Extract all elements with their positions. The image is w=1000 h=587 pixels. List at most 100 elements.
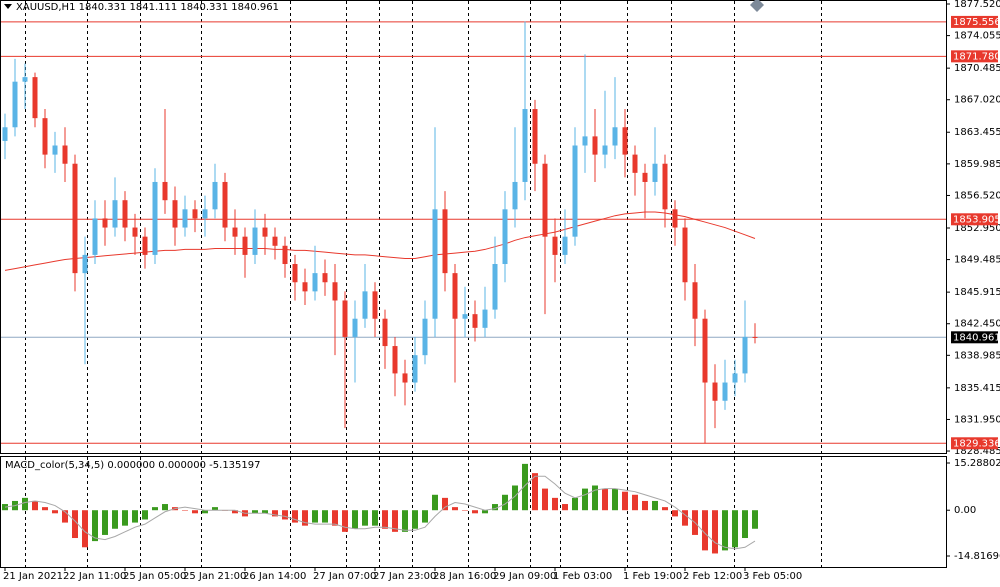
candle-body bbox=[262, 227, 268, 237]
macd-title: MACD_color(5,34,5) 0.000000 0.000000 -5.… bbox=[5, 460, 261, 471]
candle-body bbox=[112, 200, 118, 228]
y-tick-label: 1852.950 bbox=[954, 223, 1000, 234]
x-tick-label: 27 Jan 07:00 bbox=[313, 571, 376, 582]
y-tick-label: 1838.985 bbox=[954, 350, 1000, 361]
macd-bar bbox=[652, 500, 658, 511]
candle-body bbox=[282, 245, 288, 265]
macd-bar bbox=[392, 510, 398, 532]
symbol-menu-icon[interactable] bbox=[4, 4, 12, 9]
macd-bar bbox=[182, 510, 188, 511]
candle-body bbox=[362, 291, 368, 319]
candle-body bbox=[502, 209, 508, 265]
candle-body bbox=[132, 227, 138, 237]
candle-body bbox=[192, 209, 198, 219]
candle-body bbox=[562, 236, 568, 255]
candle-body bbox=[292, 264, 298, 283]
candle-body bbox=[462, 314, 468, 319]
candle-body bbox=[222, 181, 228, 228]
macd-bar bbox=[442, 497, 448, 511]
macd-bar bbox=[22, 497, 28, 511]
macd-bar bbox=[612, 488, 618, 511]
y-tick-label: 1863.455 bbox=[954, 127, 1000, 138]
macd-bar bbox=[422, 510, 428, 523]
macd-bar bbox=[502, 494, 508, 511]
candle-body bbox=[422, 318, 428, 356]
last-price-label: 1840.961 bbox=[953, 332, 1000, 343]
macd-bar bbox=[662, 507, 668, 511]
y-tick-label: -14.816969 bbox=[954, 551, 1000, 562]
candle-body bbox=[342, 300, 348, 337]
x-tick-label: 1 Feb 03:00 bbox=[553, 571, 612, 582]
candle-body bbox=[442, 209, 448, 274]
candle-body bbox=[302, 282, 308, 292]
macd-bar bbox=[2, 504, 8, 511]
candle-body bbox=[2, 127, 8, 141]
candle-body bbox=[472, 314, 478, 328]
y-tick-label: 1828.485 bbox=[954, 446, 1000, 457]
level-label: 1829.336 bbox=[953, 438, 1000, 449]
y-tick-label: 1831.950 bbox=[954, 414, 1000, 425]
candle-body bbox=[62, 145, 68, 164]
candle-body bbox=[452, 273, 458, 319]
macd-bar bbox=[302, 510, 308, 526]
y-tick-label: 1835.415 bbox=[954, 383, 1000, 394]
macd-bar bbox=[142, 510, 148, 520]
macd-bar bbox=[572, 497, 578, 511]
candle-body bbox=[312, 273, 318, 292]
candle-body bbox=[662, 163, 668, 210]
macd-bar bbox=[52, 510, 58, 514]
last-price-box bbox=[951, 331, 998, 344]
macd-bar bbox=[122, 510, 128, 526]
candle-body bbox=[102, 218, 108, 228]
macd-bar bbox=[602, 488, 608, 511]
level-label-box bbox=[951, 437, 998, 450]
y-tick-label: 1867.020 bbox=[954, 95, 1000, 106]
candle-body bbox=[402, 373, 408, 383]
level-label: 1853.905 bbox=[953, 214, 1000, 225]
y-tick-label: 1856.520 bbox=[954, 190, 1000, 201]
candle-body bbox=[232, 227, 238, 237]
candle-body bbox=[672, 209, 678, 228]
candle-body bbox=[482, 309, 488, 328]
x-tick-label: 21 Jan 2021 bbox=[3, 571, 63, 582]
y-tick-label: 1874.055 bbox=[954, 31, 1000, 42]
macd-bar bbox=[462, 510, 468, 511]
x-tick-label: 27 Jan 23:00 bbox=[373, 571, 436, 582]
level-label-box bbox=[951, 213, 998, 226]
candle-body bbox=[412, 355, 418, 383]
candle-body bbox=[82, 254, 88, 274]
y-tick-label: 1859.985 bbox=[954, 159, 1000, 170]
macd-bar bbox=[152, 507, 158, 511]
macd-bar bbox=[742, 510, 748, 539]
macd-bar bbox=[112, 510, 118, 529]
macd-bar bbox=[402, 510, 408, 532]
macd-bar bbox=[162, 504, 168, 511]
macd-bar bbox=[332, 510, 338, 526]
macd-bar bbox=[352, 510, 358, 529]
shift-marker[interactable] bbox=[750, 0, 764, 12]
macd-bar bbox=[382, 510, 388, 529]
x-tick-label: 22 Jan 11:00 bbox=[63, 571, 126, 582]
macd-bar bbox=[262, 510, 268, 514]
y-tick-label: 1870.485 bbox=[954, 63, 1000, 74]
candle-body bbox=[582, 136, 588, 146]
macd-bar bbox=[202, 510, 208, 514]
level-label: 1875.556 bbox=[953, 17, 1000, 28]
y-tick-label: 15.288023 bbox=[954, 458, 1000, 469]
candle-body bbox=[202, 209, 208, 219]
candle-body bbox=[22, 77, 28, 82]
macd-bar bbox=[42, 507, 48, 511]
candle-body bbox=[622, 127, 628, 155]
candle-body bbox=[372, 291, 378, 319]
price-panel bbox=[0, 0, 947, 454]
candle-body bbox=[42, 118, 48, 155]
candle-body bbox=[652, 163, 658, 182]
candle-body bbox=[612, 127, 618, 146]
macd-bar bbox=[512, 485, 518, 511]
x-tick-label: 25 Jan 05:00 bbox=[123, 571, 186, 582]
macd-bar bbox=[312, 510, 318, 523]
macd-bar bbox=[482, 510, 488, 514]
x-tick-label: 2 Feb 12:00 bbox=[683, 571, 742, 582]
macd-bar bbox=[282, 510, 288, 520]
candle-body bbox=[642, 172, 648, 182]
